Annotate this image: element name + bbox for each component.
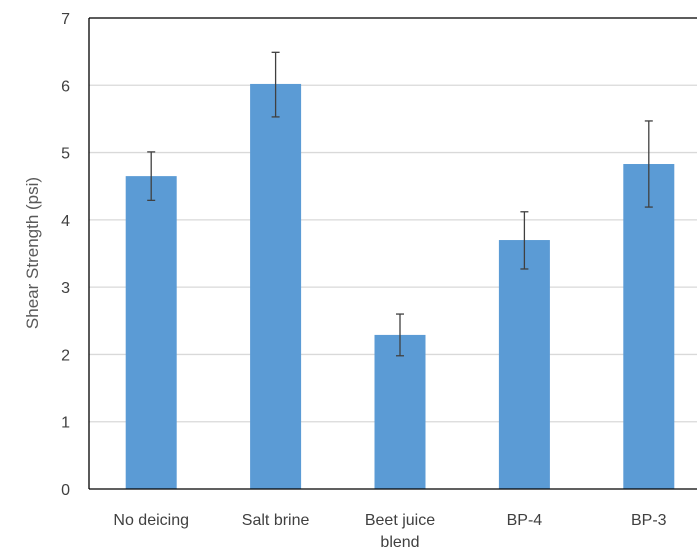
y-tick-label-6: 6 [61,78,70,95]
x-tick-label-3: Beet juice blend [365,512,435,551]
x-tick-label-1: No deicing [113,512,189,529]
error-bar-3 [396,313,404,357]
bar-4 [498,240,550,489]
bar-1 [125,176,177,489]
y-axis-title: Shear Strength (psi) [23,177,42,329]
y-tick-label-2: 2 [61,347,70,364]
bar-2 [250,83,302,489]
y-tick-label-0: 0 [61,482,70,499]
y-tick-label-4: 4 [61,213,70,230]
error-bar-2 [271,51,280,118]
x-tick-label-4: BP-4 [507,512,543,529]
x-tick-label-5: BP-3 [631,512,667,529]
y-tick-label-1: 1 [61,415,70,432]
y-tick-label-3: 3 [61,280,70,297]
bar-5 [623,164,675,489]
error-bar-1 [147,151,156,201]
y-tick-label-7: 7 [61,11,70,28]
bar-3 [374,334,426,489]
x-tick-label-2: Salt brine [242,512,310,529]
error-bar-4 [520,211,529,270]
error-bar-5 [644,120,653,208]
y-tick-label-5: 5 [61,146,70,163]
